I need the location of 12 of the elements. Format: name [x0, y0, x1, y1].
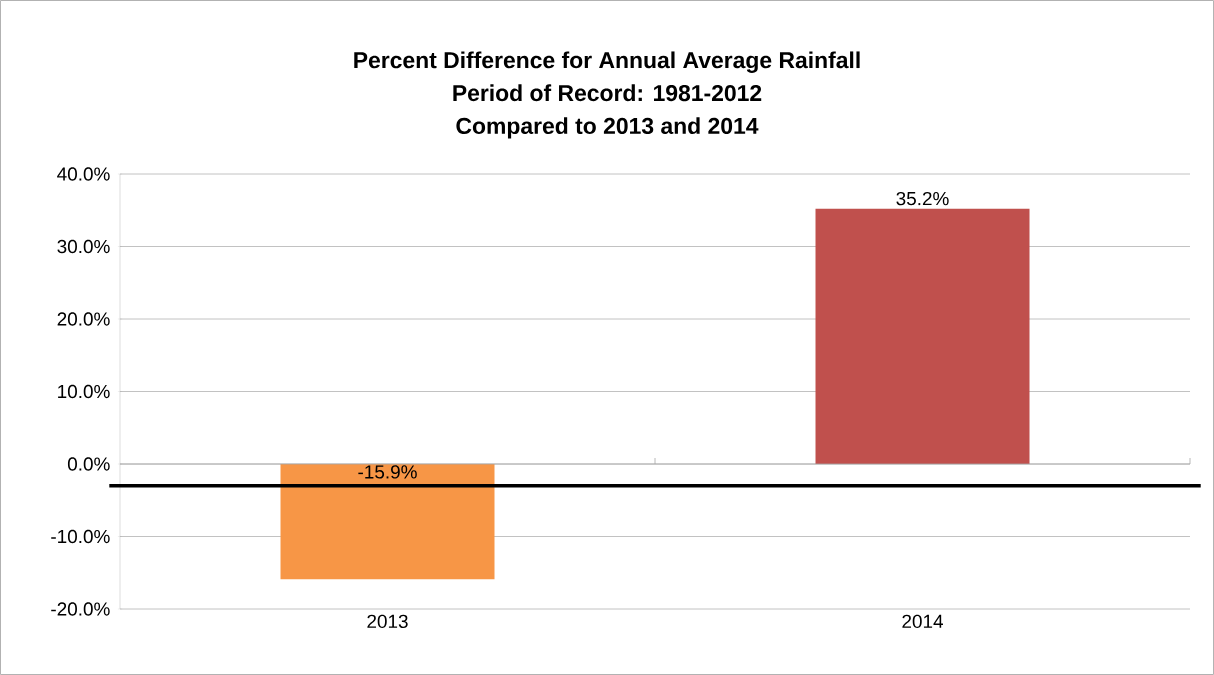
- y-tick-label: 0.0%: [67, 457, 110, 471]
- y-tick-label: -20.0%: [51, 602, 110, 616]
- y-tick-label: 10.0%: [58, 384, 110, 399]
- data-label: -15.9%: [358, 465, 417, 479]
- y-tick-label: 40.0%: [57, 167, 110, 181]
- y-tick-label: 20.0%: [57, 312, 110, 326]
- y-tick-label: 30.0%: [57, 239, 110, 254]
- data-label: 35.2%: [896, 191, 949, 206]
- chart-title: Percent Difference for Annual Average Rainfall Period of Record: 1981-2012 Compared to 2013 and 2014: [354, 51, 860, 139]
- x-tick-label: 2013: [367, 614, 408, 629]
- y-tick-label: -10.0%: [51, 529, 110, 544]
- x-tick-label: 2014: [902, 614, 943, 629]
